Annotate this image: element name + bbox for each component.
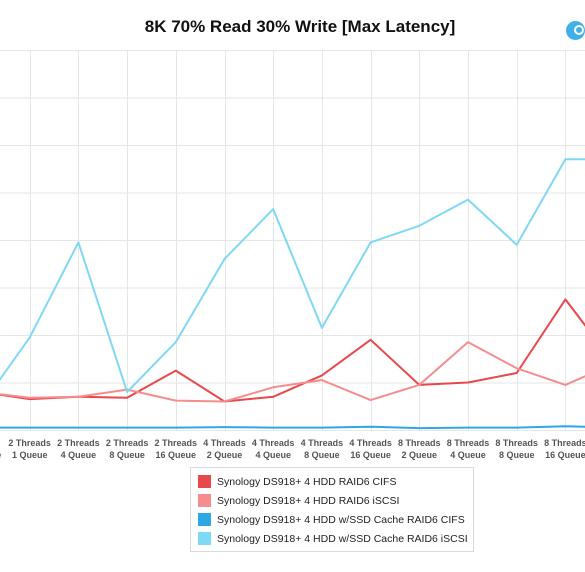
legend-swatch xyxy=(198,494,211,507)
x-tick-label: 2 Threads 4 Queue xyxy=(57,438,100,460)
chart-menu-button[interactable] xyxy=(566,21,585,40)
legend-label: Synology DS918+ 4 HDD RAID6 iSCSI xyxy=(217,494,400,507)
legend-label: Synology DS918+ 4 HDD RAID6 CIFS xyxy=(217,475,397,488)
legend-swatch xyxy=(198,475,211,488)
x-tick-label: 4 Threads 4 Queue xyxy=(252,438,295,460)
chart-title: 8K 70% Read 30% Write [Max Latency] xyxy=(144,17,456,36)
x-tick-label: 1 Thread16 Queue xyxy=(0,438,1,460)
x-tick-label: 2 Threads 16 Queue xyxy=(155,438,198,460)
x-tick-label: 4 Threads 2 Queue xyxy=(203,438,246,460)
legend-item-2[interactable]: Synology DS918+ 4 HDD RAID6 iSCSI xyxy=(191,491,473,510)
series-line-2[interactable] xyxy=(0,341,585,403)
legend-swatch xyxy=(198,532,211,545)
legend-label: Synology DS918+ 4 HDD w/SSD Cache RAID6 … xyxy=(217,532,468,545)
menu-icon xyxy=(574,25,584,35)
x-tick-label: 2 Threads 8 Queue xyxy=(106,438,149,460)
legend-item-1[interactable]: Synology DS918+ 4 HDD RAID6 CIFS xyxy=(191,472,473,491)
series-line-3[interactable] xyxy=(0,425,585,430)
legend-item-3[interactable]: Synology DS918+ 4 HDD w/SSD Cache RAID6 … xyxy=(191,510,473,529)
x-tick-label: 4 Threads 8 Queue xyxy=(301,438,344,460)
legend-label: Synology DS918+ 4 HDD w/SSD Cache RAID6 … xyxy=(217,513,465,526)
chart-legend: Synology DS918+ 4 HDD RAID6 CIFS Synology… xyxy=(190,467,474,552)
series-line-4[interactable] xyxy=(0,158,585,406)
x-tick-label: 2 Threads 1 Queue xyxy=(8,438,51,460)
x-tick-label: 8 Threads 2 Queue xyxy=(398,438,441,460)
x-tick-label: 4 Threads 16 Queue xyxy=(349,438,392,460)
legend-swatch xyxy=(198,513,211,526)
legend-item-4[interactable]: Synology DS918+ 4 HDD w/SSD Cache RAID6 … xyxy=(191,529,473,548)
series-line-1[interactable] xyxy=(0,298,585,403)
x-tick-label: 8 Threads 4 Queue xyxy=(447,438,490,460)
x-tick-label: 8 Threads 16 Queue xyxy=(544,438,585,460)
x-tick-label: 8 Threads 8 Queue xyxy=(495,438,538,460)
